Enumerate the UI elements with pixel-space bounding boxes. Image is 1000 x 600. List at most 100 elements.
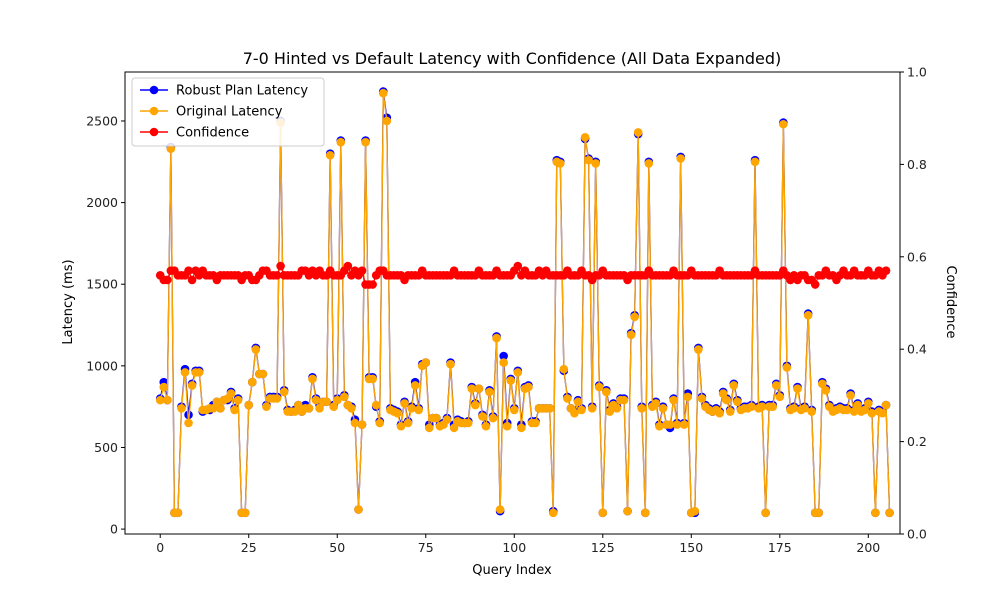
confidence-point	[276, 261, 285, 271]
original-latency-point	[336, 137, 346, 147]
original-latency-point	[715, 408, 724, 418]
original-latency-point	[251, 345, 261, 354]
original-latency-point	[747, 402, 756, 411]
legend-marker-robust-plan-latency	[149, 85, 159, 95]
original-latency-point	[509, 405, 519, 415]
original-latency-point	[347, 404, 356, 413]
original-latency-point	[432, 413, 441, 423]
robust-plan-latency-point	[499, 351, 508, 361]
x-tick-label: 25	[241, 540, 257, 555]
original-latency-point	[563, 394, 572, 403]
original-latency-point	[803, 310, 813, 320]
confidence-point	[881, 266, 891, 275]
original-latency-point	[545, 404, 554, 413]
original-latency-point	[860, 405, 870, 415]
original-latency-point	[864, 399, 873, 408]
original-latency-point	[506, 376, 516, 385]
original-latency-point	[410, 381, 420, 390]
original-latency-point	[481, 421, 491, 431]
y-tick-label: 1000	[86, 358, 118, 373]
confidence-point	[187, 275, 197, 285]
original-latency-point	[315, 404, 324, 413]
original-latency-point	[793, 384, 802, 394]
original-latency-point	[488, 413, 498, 423]
original-latency-point	[244, 400, 254, 410]
original-latency-point	[194, 368, 204, 377]
original-latency-point	[676, 154, 685, 163]
original-latency-point	[212, 397, 222, 407]
original-latency-point	[761, 508, 770, 518]
original-latency-point	[467, 384, 477, 394]
confidence-point	[163, 275, 172, 285]
original-latency-point	[548, 508, 558, 518]
original-latency-point	[513, 368, 523, 377]
original-latency-point	[407, 404, 416, 413]
y2-tick-label: 0.8	[907, 157, 927, 172]
original-latency-point	[679, 420, 689, 429]
x-tick-label: 75	[418, 540, 434, 555]
original-latency-point	[226, 389, 236, 398]
original-latency-point	[637, 404, 647, 413]
original-latency-point	[782, 363, 792, 372]
original-latency-point	[180, 368, 190, 377]
original-latency-point	[396, 421, 406, 431]
original-latency-point	[768, 402, 778, 411]
original-latency-point	[166, 144, 176, 154]
original-latency-point	[485, 387, 494, 397]
original-latency-point	[474, 384, 484, 394]
original-latency-point	[612, 404, 622, 413]
original-latency-point	[584, 155, 593, 165]
original-latency-point	[573, 397, 583, 407]
plot-area: 0 25 50 75 100 125 150 175 200050010001500200025…	[86, 65, 927, 556]
original-latency-point	[651, 399, 661, 408]
original-latency-point	[177, 404, 186, 413]
original-latency-point	[311, 395, 321, 405]
original-latency-point	[587, 404, 597, 413]
original-latency-point	[594, 382, 604, 392]
y-axis-title: Latency (ms)	[61, 259, 76, 344]
original-latency-point	[842, 405, 852, 415]
original-latency-point	[821, 386, 831, 395]
original-latency-point	[499, 358, 508, 367]
original-latency-point	[800, 404, 809, 413]
legend-label-original-latency: Original Latency	[176, 105, 283, 120]
original-latency-point	[173, 508, 183, 518]
original-latency-point	[279, 387, 289, 397]
original-latency-point	[294, 400, 303, 410]
original-latency-point	[779, 119, 788, 129]
x-tick-label: 125	[591, 540, 615, 555]
original-latency-point	[591, 159, 600, 168]
original-latency-point	[580, 133, 590, 142]
original-latency-point	[371, 400, 381, 410]
original-latency-point	[665, 420, 675, 429]
confidence-point	[357, 266, 367, 275]
legend-marker-original-latency	[149, 106, 159, 116]
confidence-point	[184, 266, 193, 275]
original-latency-point	[262, 402, 271, 411]
original-latency-point	[559, 364, 569, 374]
original-latency-point	[361, 137, 370, 147]
original-latency-point	[725, 407, 735, 416]
original-latency-point	[308, 374, 317, 384]
original-latency-point	[478, 412, 487, 421]
original-latency-point	[403, 418, 413, 428]
original-latency-point	[187, 381, 197, 390]
original-latency-point	[577, 405, 586, 415]
original-latency-point	[368, 374, 377, 384]
original-latency-point	[644, 159, 654, 168]
original-latency-point	[640, 508, 650, 518]
original-latency-point	[446, 359, 455, 369]
original-latency-point	[598, 508, 608, 518]
confidence-point	[272, 270, 282, 280]
original-latency-point	[357, 420, 367, 429]
original-latency-point	[817, 379, 827, 389]
original-latency-point	[807, 407, 816, 416]
legend-marker-confidence	[149, 127, 159, 137]
original-latency-point	[733, 397, 742, 407]
y2-tick-label: 0.6	[907, 249, 927, 264]
y2-axis-title: Confidence	[943, 265, 958, 338]
axes-frame	[124, 71, 901, 535]
original-latency-point	[570, 408, 579, 418]
